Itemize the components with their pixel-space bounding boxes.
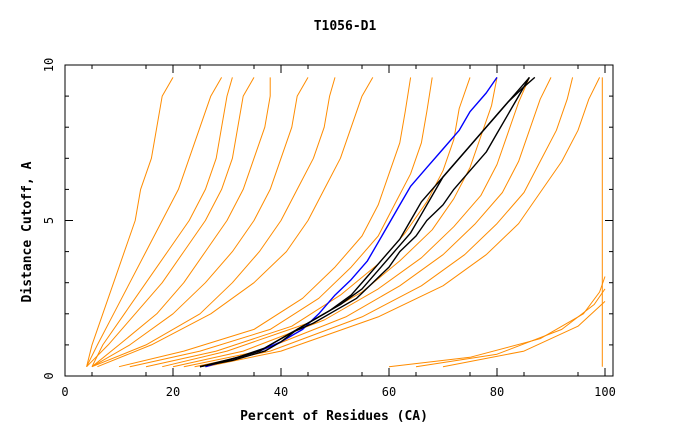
- series-layer: [86, 76, 606, 368]
- series-line-3: [91, 77, 233, 367]
- x-tick-label: 0: [61, 385, 68, 399]
- series-line-17: [388, 276, 606, 368]
- series-line-6: [91, 77, 309, 368]
- series-line-18: [415, 288, 606, 368]
- x-tick-label: 60: [382, 385, 396, 399]
- series-line-5: [91, 77, 271, 368]
- x-tick-label: 100: [594, 385, 616, 399]
- series-line-7: [91, 77, 336, 368]
- tick-layer: 0 20 40 60 80 100 0 5 10: [42, 58, 616, 399]
- series-line-4: [86, 77, 255, 368]
- series-line-2: [86, 77, 223, 367]
- y-tick-label: 0: [42, 372, 56, 379]
- series-line-15: [194, 77, 574, 368]
- y-tick-label: 5: [42, 217, 56, 224]
- y-axis-label: Distance Cutoff, A: [20, 161, 35, 302]
- x-tick-label: 40: [274, 385, 288, 399]
- y-tick-label: 10: [42, 58, 56, 72]
- series-line-24: [199, 76, 530, 368]
- series-line-14: [183, 77, 552, 368]
- series-line-16: [205, 77, 601, 368]
- series-line-9: [118, 77, 412, 368]
- x-axis-label: Percent of Residues (CA): [240, 409, 428, 424]
- series-line-1: [86, 77, 174, 367]
- series-line-8: [97, 77, 374, 368]
- series-line-10: [129, 77, 433, 368]
- chart-title: T1056-D1: [314, 19, 377, 34]
- series-line-19: [442, 301, 606, 368]
- x-tick-label: 20: [166, 385, 180, 399]
- series-line-12: [162, 77, 498, 368]
- series-line-11: [145, 77, 471, 368]
- x-tick-label: 80: [490, 385, 504, 399]
